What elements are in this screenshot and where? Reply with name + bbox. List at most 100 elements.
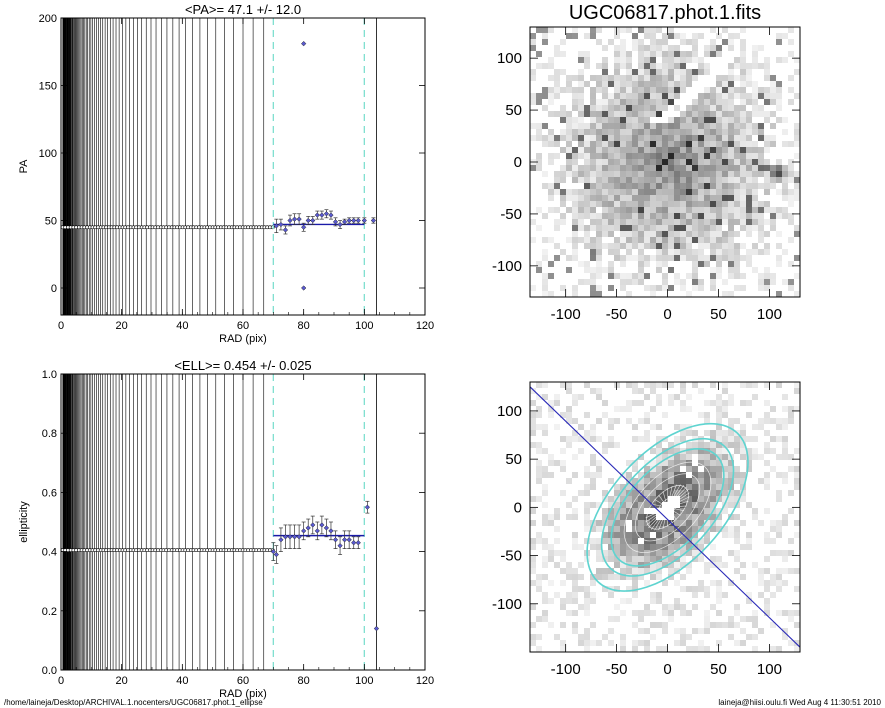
inner-points [60,225,275,230]
image-pixel [560,171,566,177]
image-pixel [638,616,644,622]
image-pixel [632,279,638,285]
image-pixel [692,75,698,81]
image-pixel [692,285,698,291]
image-pixel [686,207,692,213]
image-pixel [722,183,728,189]
image-pixel [608,556,614,562]
image-pixel [554,75,560,81]
image-pixel [698,586,704,592]
image-pixel [764,159,770,165]
data-point [296,216,302,222]
y-tick-label: 0.2 [42,606,57,618]
image-pixel [560,129,566,135]
image-pixel [764,478,770,484]
image-pixel [788,171,794,177]
image-pixel [578,81,584,87]
image-pixel [734,490,740,496]
image-pixel [686,69,692,75]
image-pixel [668,448,674,454]
image-pixel [572,592,578,598]
image-pixel [734,159,740,165]
image-pixel [716,436,722,442]
image-pixel [596,520,602,526]
image-pixel [656,562,662,568]
image-pixel [578,261,584,267]
image-pixel [620,111,626,117]
image-pixel [590,243,596,249]
image-pixel [644,159,650,165]
image-pixel [644,532,650,538]
image-pixel [542,544,548,550]
image-pixel [734,640,740,646]
image-pixel [644,129,650,135]
image-pixel [560,69,566,75]
image-pixel [614,207,620,213]
image-pixel [758,129,764,135]
image-pixel [722,171,728,177]
image-pixel [620,183,626,189]
image-pixel [614,195,620,201]
image-pixel [710,207,716,213]
image-pixel [728,394,734,400]
image-pixel [692,514,698,520]
image-pixel [794,177,800,183]
x-tick-label: 100 [757,661,782,678]
data-point [301,224,307,230]
image-pixel [752,562,758,568]
image-pixel [740,454,746,460]
image-pixel [662,610,668,616]
image-pixel [638,147,644,153]
image-pixel [656,75,662,81]
image-pixel [794,640,800,646]
image-pixel [776,171,782,177]
image-pixel [620,472,626,478]
image-pixel [680,502,686,508]
data-point [373,625,380,632]
image-pixel [614,129,620,135]
image-pixel [626,406,632,412]
image-pixel [698,225,704,231]
image-pixel [650,45,656,51]
image-pixel [644,478,650,484]
image-pixel [764,243,770,249]
image-pixel [674,279,680,285]
image-pixel [614,147,620,153]
image-pixel [608,520,614,526]
image-pixel [602,586,608,592]
image-pixel [728,490,734,496]
image-pixel [740,225,746,231]
inner-isophote [646,485,689,530]
image-pixel [722,201,728,207]
image-pixel [596,117,602,123]
image-pixel [614,586,620,592]
image-pixel [740,69,746,75]
image-pixel [722,123,728,129]
image-pixel [650,598,656,604]
image-pixel [716,490,722,496]
image-pixel [674,550,680,556]
image-pixel [764,93,770,99]
image-pixel [740,213,746,219]
image-pixel [734,538,740,544]
image-pixel [692,261,698,267]
image-pixel [698,207,704,213]
image-pixel [680,153,686,159]
image-pixel [554,538,560,544]
image-pixel [692,177,698,183]
image-pixel [548,153,554,159]
image-pixel [692,39,698,45]
image-pixel [722,129,728,135]
image-pixel [638,183,644,189]
image-pixel [686,141,692,147]
image-pixel [608,117,614,123]
image-pixel [704,69,710,75]
image-pixel [668,231,674,237]
image-pixel [632,382,638,388]
image-pixel [596,39,602,45]
image-pixel [620,550,626,556]
image-pixel [668,550,674,556]
image-pixel [662,171,668,177]
image-pixel [680,249,686,255]
data-point [346,537,352,543]
